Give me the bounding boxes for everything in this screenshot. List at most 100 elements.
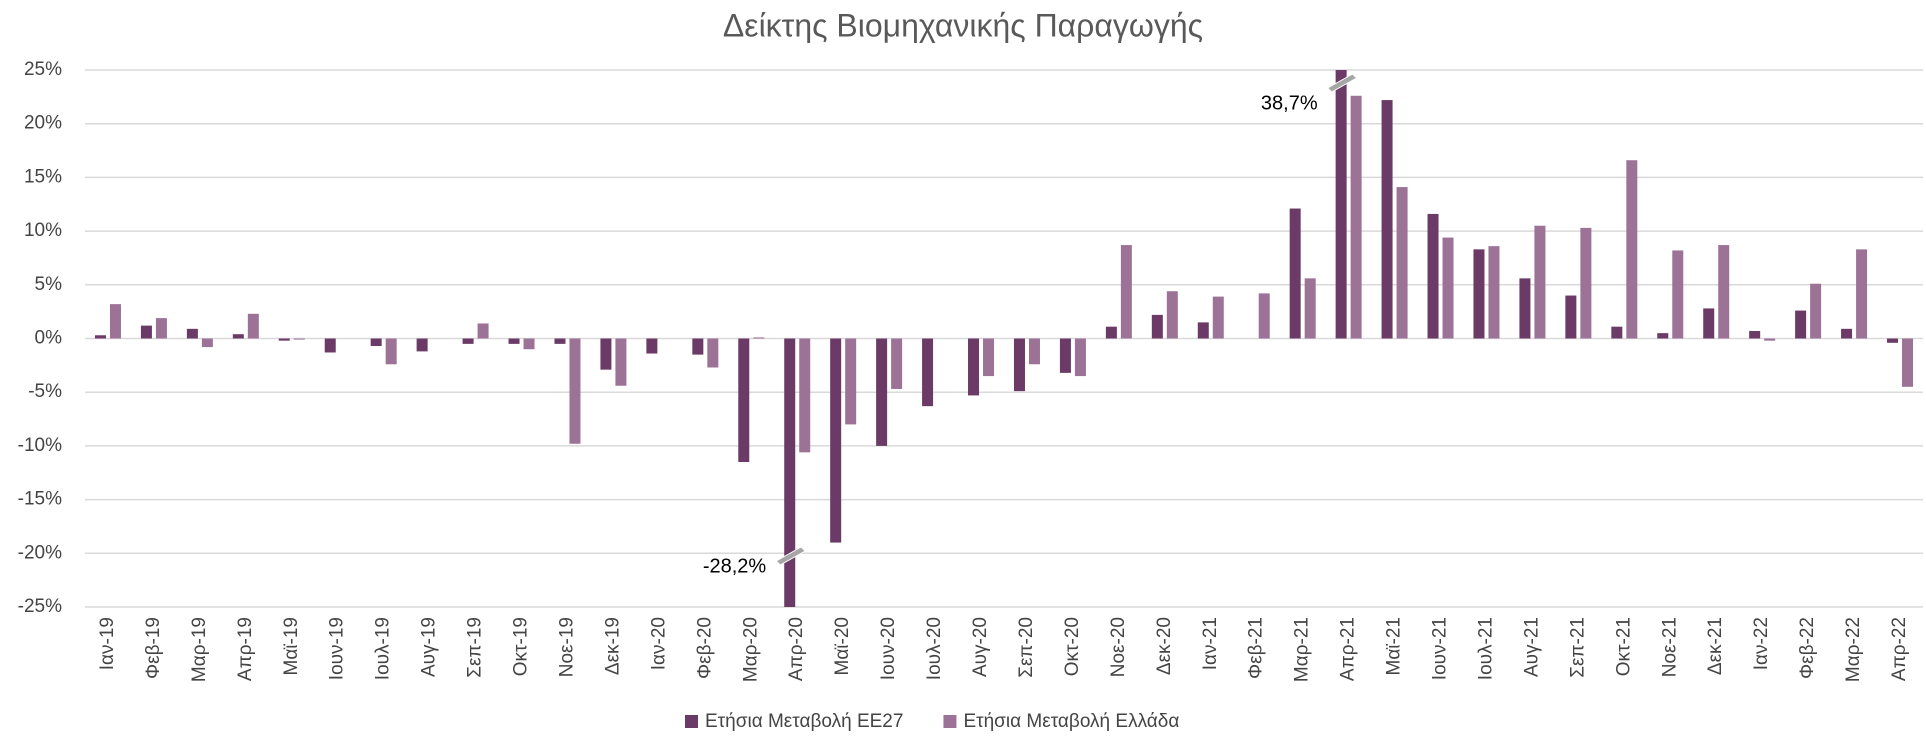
x-tick-label: Σεπ-21 bbox=[1567, 617, 1588, 678]
axis-break bbox=[1326, 73, 1358, 93]
bar bbox=[1856, 249, 1868, 339]
bar bbox=[891, 338, 903, 389]
bar bbox=[1902, 338, 1914, 387]
x-tick-label: Μαϊ-19 bbox=[281, 617, 302, 676]
x-tick-label: Ιουν-21 bbox=[1430, 617, 1451, 680]
x-tick-label: Φεβ-21 bbox=[1246, 617, 1267, 679]
bar bbox=[876, 338, 888, 446]
x-tick-label: Ιουλ-20 bbox=[924, 617, 945, 680]
data-label: -28,2% bbox=[703, 555, 767, 577]
bar bbox=[1442, 237, 1454, 339]
x-tick-label: Δεκ-19 bbox=[602, 617, 623, 675]
bar bbox=[1565, 295, 1577, 339]
bar bbox=[1473, 249, 1485, 339]
bar bbox=[201, 338, 213, 348]
bar bbox=[1258, 293, 1270, 339]
bar bbox=[784, 338, 796, 607]
x-tick-label: Ιαν-19 bbox=[97, 617, 118, 670]
bar bbox=[293, 338, 305, 340]
bar bbox=[600, 338, 612, 370]
bar bbox=[1488, 246, 1500, 339]
bar bbox=[646, 338, 658, 354]
bar bbox=[1534, 225, 1546, 339]
bar bbox=[462, 338, 474, 344]
x-tick-label: Αυγ-19 bbox=[419, 617, 440, 677]
legend-label: Ετήσια Μεταβολή ΕΕ27 bbox=[705, 711, 903, 732]
chart-title: Δείκτης Βιομηχανικής Παραγωγής bbox=[723, 7, 1203, 43]
x-tick-label: Φεβ-19 bbox=[143, 617, 164, 679]
x-tick-label: Μαρ-19 bbox=[189, 617, 210, 682]
bar bbox=[1611, 326, 1623, 339]
x-tick-label: Φεβ-22 bbox=[1797, 617, 1818, 679]
bar bbox=[968, 338, 980, 396]
bars bbox=[94, 70, 1914, 607]
bar bbox=[1887, 338, 1899, 343]
bar bbox=[707, 338, 719, 368]
bar bbox=[1074, 338, 1086, 377]
x-tick-label: Φεβ-20 bbox=[694, 617, 715, 679]
bar bbox=[983, 338, 995, 377]
y-tick-label: 15% bbox=[24, 166, 62, 187]
x-tick-label: Δεκ-20 bbox=[1154, 617, 1175, 675]
bar bbox=[1810, 283, 1822, 339]
bar bbox=[247, 313, 259, 339]
y-tick-label: -25% bbox=[18, 596, 62, 617]
bar bbox=[1335, 70, 1347, 339]
bar bbox=[109, 304, 121, 339]
x-tick-label: Ιουλ-21 bbox=[1475, 617, 1496, 680]
x-tick-label: Ιαν-21 bbox=[1200, 617, 1221, 670]
bar bbox=[845, 338, 857, 425]
bar bbox=[416, 338, 428, 352]
x-tick-label: Ιουν-19 bbox=[327, 617, 348, 680]
bar bbox=[186, 328, 198, 339]
legend-swatch bbox=[943, 715, 957, 728]
bar bbox=[1580, 227, 1592, 339]
bar bbox=[385, 338, 397, 365]
x-tick-label: Απρ-20 bbox=[786, 617, 807, 681]
x-tick-label: Σεπ-20 bbox=[1016, 617, 1037, 678]
y-tick-label: 25% bbox=[24, 59, 62, 80]
bar bbox=[615, 338, 627, 386]
bar bbox=[523, 338, 535, 350]
y-tick-label: 10% bbox=[24, 220, 62, 241]
x-tick-label: Αυγ-20 bbox=[970, 617, 991, 677]
bar bbox=[692, 338, 704, 355]
bar bbox=[1289, 208, 1301, 339]
x-tick-label: Απρ-22 bbox=[1889, 617, 1910, 681]
bar bbox=[140, 325, 152, 339]
x-tick-label: Νοε-20 bbox=[1108, 617, 1129, 677]
bar bbox=[155, 318, 167, 339]
legend-label: Ετήσια Μεταβολή Ελλάδα bbox=[963, 711, 1179, 732]
bar bbox=[1304, 278, 1316, 339]
x-tick-label: Σεπ-19 bbox=[465, 617, 486, 678]
x-tick-label: Οκτ-21 bbox=[1613, 617, 1634, 676]
x-tick-label: Απρ-19 bbox=[235, 617, 256, 681]
bar bbox=[1626, 160, 1638, 339]
bar bbox=[477, 323, 489, 339]
x-tick-label: Μαρ-21 bbox=[1292, 617, 1313, 682]
y-tick-label: -10% bbox=[18, 435, 62, 456]
bar bbox=[1795, 310, 1807, 339]
bar bbox=[232, 334, 244, 339]
bar bbox=[94, 335, 106, 339]
bar bbox=[1059, 338, 1071, 373]
y-tick-label: 0% bbox=[35, 328, 63, 349]
x-tick-label: Μαρ-20 bbox=[740, 617, 761, 682]
y-tick-label: 20% bbox=[24, 113, 62, 134]
data-label: 38,7% bbox=[1261, 92, 1318, 114]
bar bbox=[278, 338, 290, 341]
x-tick-label: Νοε-21 bbox=[1659, 617, 1680, 677]
x-tick-label: Μαρ-22 bbox=[1843, 617, 1864, 682]
axis-break bbox=[775, 546, 807, 566]
bar bbox=[922, 338, 934, 407]
bar bbox=[830, 338, 842, 543]
bar bbox=[1396, 187, 1408, 339]
bar bbox=[1703, 308, 1715, 339]
y-tick-label: -20% bbox=[18, 542, 62, 563]
bar bbox=[1105, 326, 1117, 339]
bar bbox=[1764, 338, 1776, 341]
bar bbox=[1166, 291, 1178, 339]
bar bbox=[1657, 333, 1669, 339]
x-tick-label: Οκτ-19 bbox=[511, 617, 532, 676]
